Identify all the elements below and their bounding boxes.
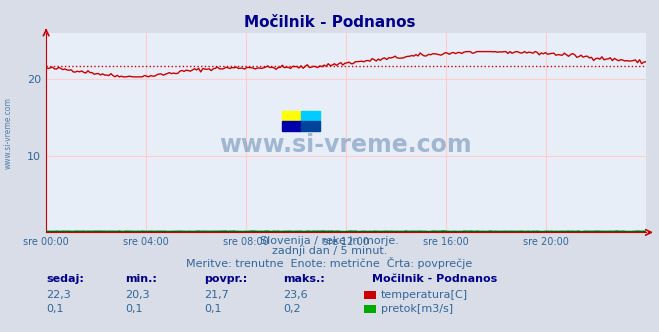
Text: 0,2: 0,2 xyxy=(283,304,301,314)
Text: 0,1: 0,1 xyxy=(125,304,143,314)
Text: maks.:: maks.: xyxy=(283,274,325,284)
Text: Meritve: trenutne  Enote: metrične  Črta: povprečje: Meritve: trenutne Enote: metrične Črta: … xyxy=(186,257,473,269)
Text: www.si-vreme.com: www.si-vreme.com xyxy=(3,97,13,169)
Text: sedaj:: sedaj: xyxy=(46,274,84,284)
Text: Močilnik - Podnanos: Močilnik - Podnanos xyxy=(372,274,498,284)
Text: 0,1: 0,1 xyxy=(204,304,222,314)
Text: pretok[m3/s]: pretok[m3/s] xyxy=(381,304,453,314)
Bar xyxy=(282,111,301,121)
Text: zadnji dan / 5 minut.: zadnji dan / 5 minut. xyxy=(272,246,387,256)
Text: 22,3: 22,3 xyxy=(46,290,71,300)
Text: temperatura[C]: temperatura[C] xyxy=(381,290,468,300)
Text: Slovenija / reke in morje.: Slovenija / reke in morje. xyxy=(260,236,399,246)
Text: 20,3: 20,3 xyxy=(125,290,150,300)
Text: www.si-vreme.com: www.si-vreme.com xyxy=(219,133,473,157)
Text: 0,1: 0,1 xyxy=(46,304,64,314)
Bar xyxy=(282,121,301,131)
Text: 23,6: 23,6 xyxy=(283,290,308,300)
Text: povpr.:: povpr.: xyxy=(204,274,248,284)
Bar xyxy=(301,111,320,121)
Text: Močilnik - Podnanos: Močilnik - Podnanos xyxy=(244,15,415,30)
Text: min.:: min.: xyxy=(125,274,157,284)
Text: 21,7: 21,7 xyxy=(204,290,229,300)
Bar xyxy=(301,121,320,131)
